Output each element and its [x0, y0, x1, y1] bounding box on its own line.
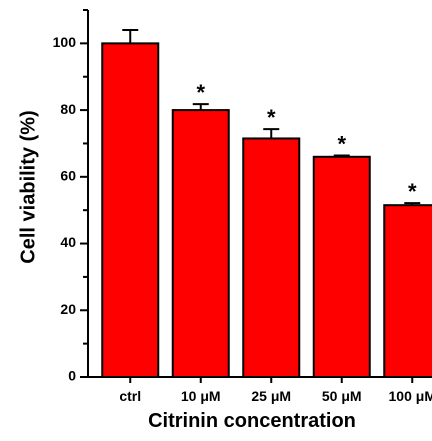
- bar-0: [101, 42, 160, 378]
- y-tick-label: 100: [53, 34, 77, 50]
- significance-marker: *: [337, 131, 346, 156]
- x-tick-label: ctrl: [119, 388, 141, 404]
- y-tick-label: 80: [60, 101, 76, 117]
- bar-3: [312, 155, 371, 378]
- bar-4: [383, 204, 432, 378]
- plot-area: 0 20 40 60 80 100 ctrl * 10 μM * 25 μM * 50 μM * 100 μ…: [53, 9, 432, 404]
- y-tick-label: 60: [60, 168, 76, 184]
- y-tick-label: 40: [60, 234, 76, 250]
- y-tick-label: 20: [60, 301, 76, 317]
- x-tick-label: 100 μM: [389, 388, 432, 404]
- significance-marker: *: [408, 179, 417, 204]
- x-axis-title: Citrinin concentration: [148, 410, 356, 432]
- bar-1: [171, 109, 230, 378]
- x-tick-label: 25 μM: [251, 388, 291, 404]
- significance-marker: *: [267, 105, 276, 130]
- y-axis-title: Cell viability (%): [17, 110, 39, 263]
- x-tick-label: 50 μM: [322, 388, 362, 404]
- significance-marker: *: [196, 80, 205, 105]
- x-tick-label: 10 μM: [181, 388, 221, 404]
- bar-2: [242, 137, 301, 378]
- y-tick-label: 0: [68, 368, 76, 384]
